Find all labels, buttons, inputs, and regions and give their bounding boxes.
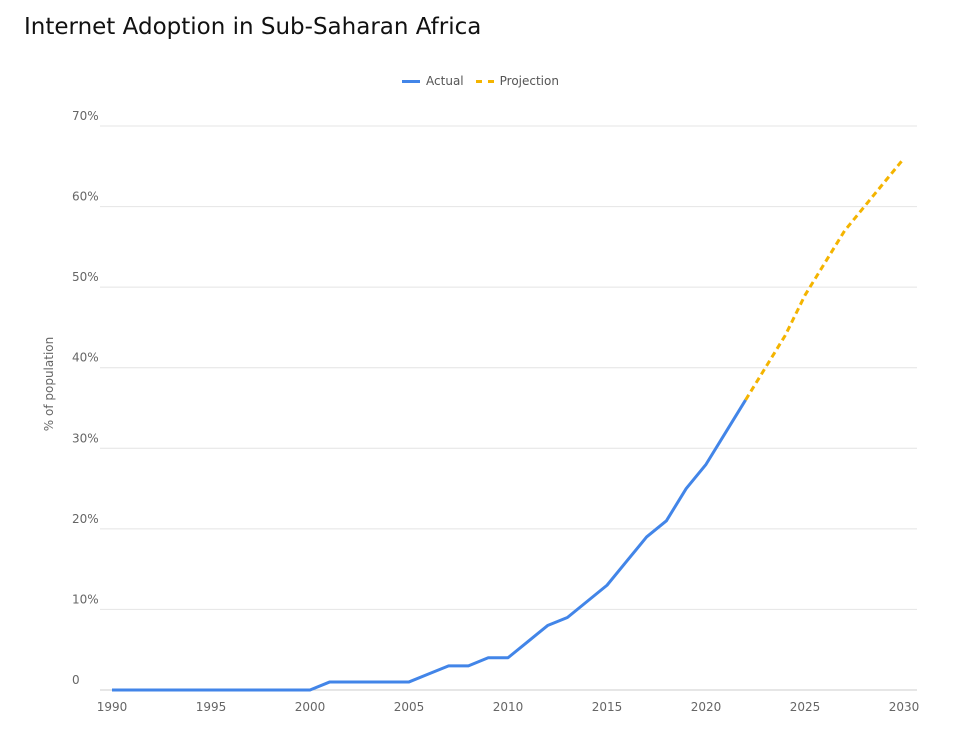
y-tick-label: 20% [72,512,99,526]
y-tick-label: 40% [72,351,99,365]
legend: Actual Projection [0,74,961,88]
chart-title: Internet Adoption in Sub-Saharan Africa [24,14,482,40]
y-tick-label: 30% [72,431,99,445]
legend-label-actual: Actual [426,74,464,88]
legend-swatch-actual [402,79,421,83]
y-tick-label: 50% [72,270,99,284]
y-tick-label: 70% [72,109,99,123]
legend-item-projection[interactable]: Projection [475,74,559,88]
y-tick-label: 10% [72,592,99,606]
legend-swatch-projection [475,79,494,83]
x-tick-label: 2030 [889,700,920,714]
x-tick-label: 2010 [493,700,524,714]
y-tick-label: 0 [72,673,80,687]
x-tick-label: 1990 [97,700,128,714]
y-axis-label: % of population [42,337,56,431]
legend-label-projection: Projection [499,74,559,88]
x-tick-label: 2025 [790,700,821,714]
x-tick-label: 1995 [196,700,227,714]
series-line-actual [112,399,747,692]
y-tick-label: 60% [72,190,99,204]
x-tick-label: 2015 [592,700,623,714]
x-tick-label: 2000 [295,700,326,714]
legend-item-actual[interactable]: Actual [402,74,464,88]
x-tick-label: 2005 [394,700,425,714]
series-line-projection [744,157,906,401]
x-tick-label: 2020 [691,700,722,714]
